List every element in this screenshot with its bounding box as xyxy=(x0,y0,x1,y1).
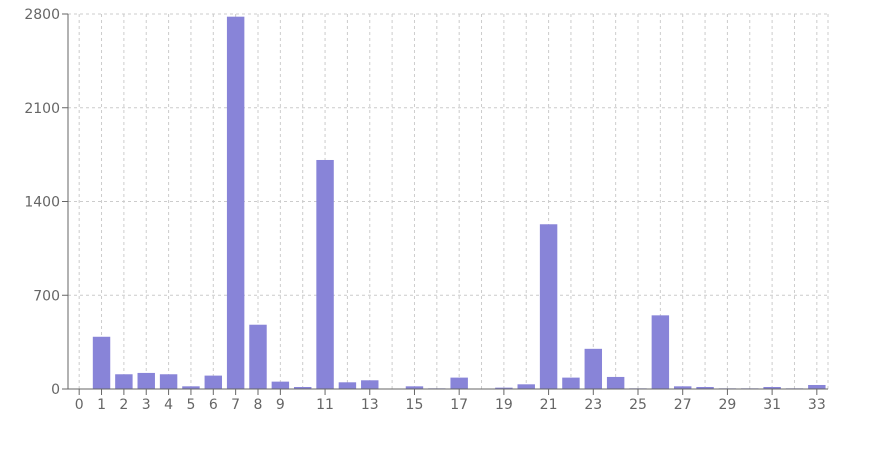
bar xyxy=(673,386,692,389)
bar xyxy=(450,377,468,389)
x-tick-label: 29 xyxy=(718,397,736,413)
bar xyxy=(539,224,558,389)
x-tick-label: 6 xyxy=(209,397,218,413)
bar xyxy=(405,386,424,389)
x-tick-label: 11 xyxy=(316,397,334,413)
x-tick-label: 4 xyxy=(164,397,173,413)
x-tick-label: 1 xyxy=(97,397,106,413)
x-tick-label: 9 xyxy=(276,397,285,413)
bar xyxy=(606,376,625,389)
bar xyxy=(204,375,223,389)
bars xyxy=(92,16,826,390)
bar xyxy=(562,377,580,389)
x-tick-label: 13 xyxy=(361,397,379,413)
x-tick-label: 19 xyxy=(495,397,513,413)
x-tick-label: 25 xyxy=(629,397,647,413)
x-axis-ticks: 0 1 2 3 4 5 6 7 8 9 11 13 15 17 19 21 23 25 27 29 31 33 xyxy=(75,389,826,413)
x-tick-label: 8 xyxy=(254,397,263,413)
y-tick-label: 2100 xyxy=(24,101,60,117)
bar xyxy=(338,382,357,389)
bar xyxy=(271,381,290,389)
y-tick-label: 2800 xyxy=(24,7,60,23)
x-tick-label: 33 xyxy=(808,397,826,413)
bar xyxy=(226,16,245,390)
x-tick-label: 23 xyxy=(584,397,602,413)
bar xyxy=(159,374,178,389)
x-tick-label: 5 xyxy=(186,397,195,413)
x-tick-label: 21 xyxy=(540,397,558,413)
bar xyxy=(249,324,267,389)
bar xyxy=(293,386,312,389)
bar xyxy=(808,384,826,389)
bar xyxy=(696,386,714,389)
x-tick-label: 2 xyxy=(119,397,128,413)
x-tick-label: 3 xyxy=(142,397,151,413)
x-tick-label: 0 xyxy=(75,397,84,413)
grid xyxy=(68,13,829,389)
bar xyxy=(495,387,513,389)
x-tick-label: 31 xyxy=(763,397,781,413)
bar xyxy=(115,374,133,389)
bar xyxy=(517,384,535,389)
bar xyxy=(651,315,670,389)
y-tick-label: 700 xyxy=(33,288,60,304)
y-axis-ticks: 0 700 1400 2100 2800 xyxy=(24,7,68,398)
bar xyxy=(763,386,781,389)
bar xyxy=(361,380,379,389)
x-tick-label: 27 xyxy=(674,397,692,413)
y-tick-label: 0 xyxy=(51,382,60,398)
x-tick-label: 17 xyxy=(450,397,468,413)
bar xyxy=(584,348,603,389)
bar xyxy=(182,386,200,389)
bar xyxy=(316,159,334,389)
y-tick-label: 1400 xyxy=(24,195,60,211)
x-tick-label: 7 xyxy=(231,397,240,413)
bar xyxy=(92,336,111,389)
x-tick-label: 15 xyxy=(406,397,424,413)
bar xyxy=(137,372,155,389)
